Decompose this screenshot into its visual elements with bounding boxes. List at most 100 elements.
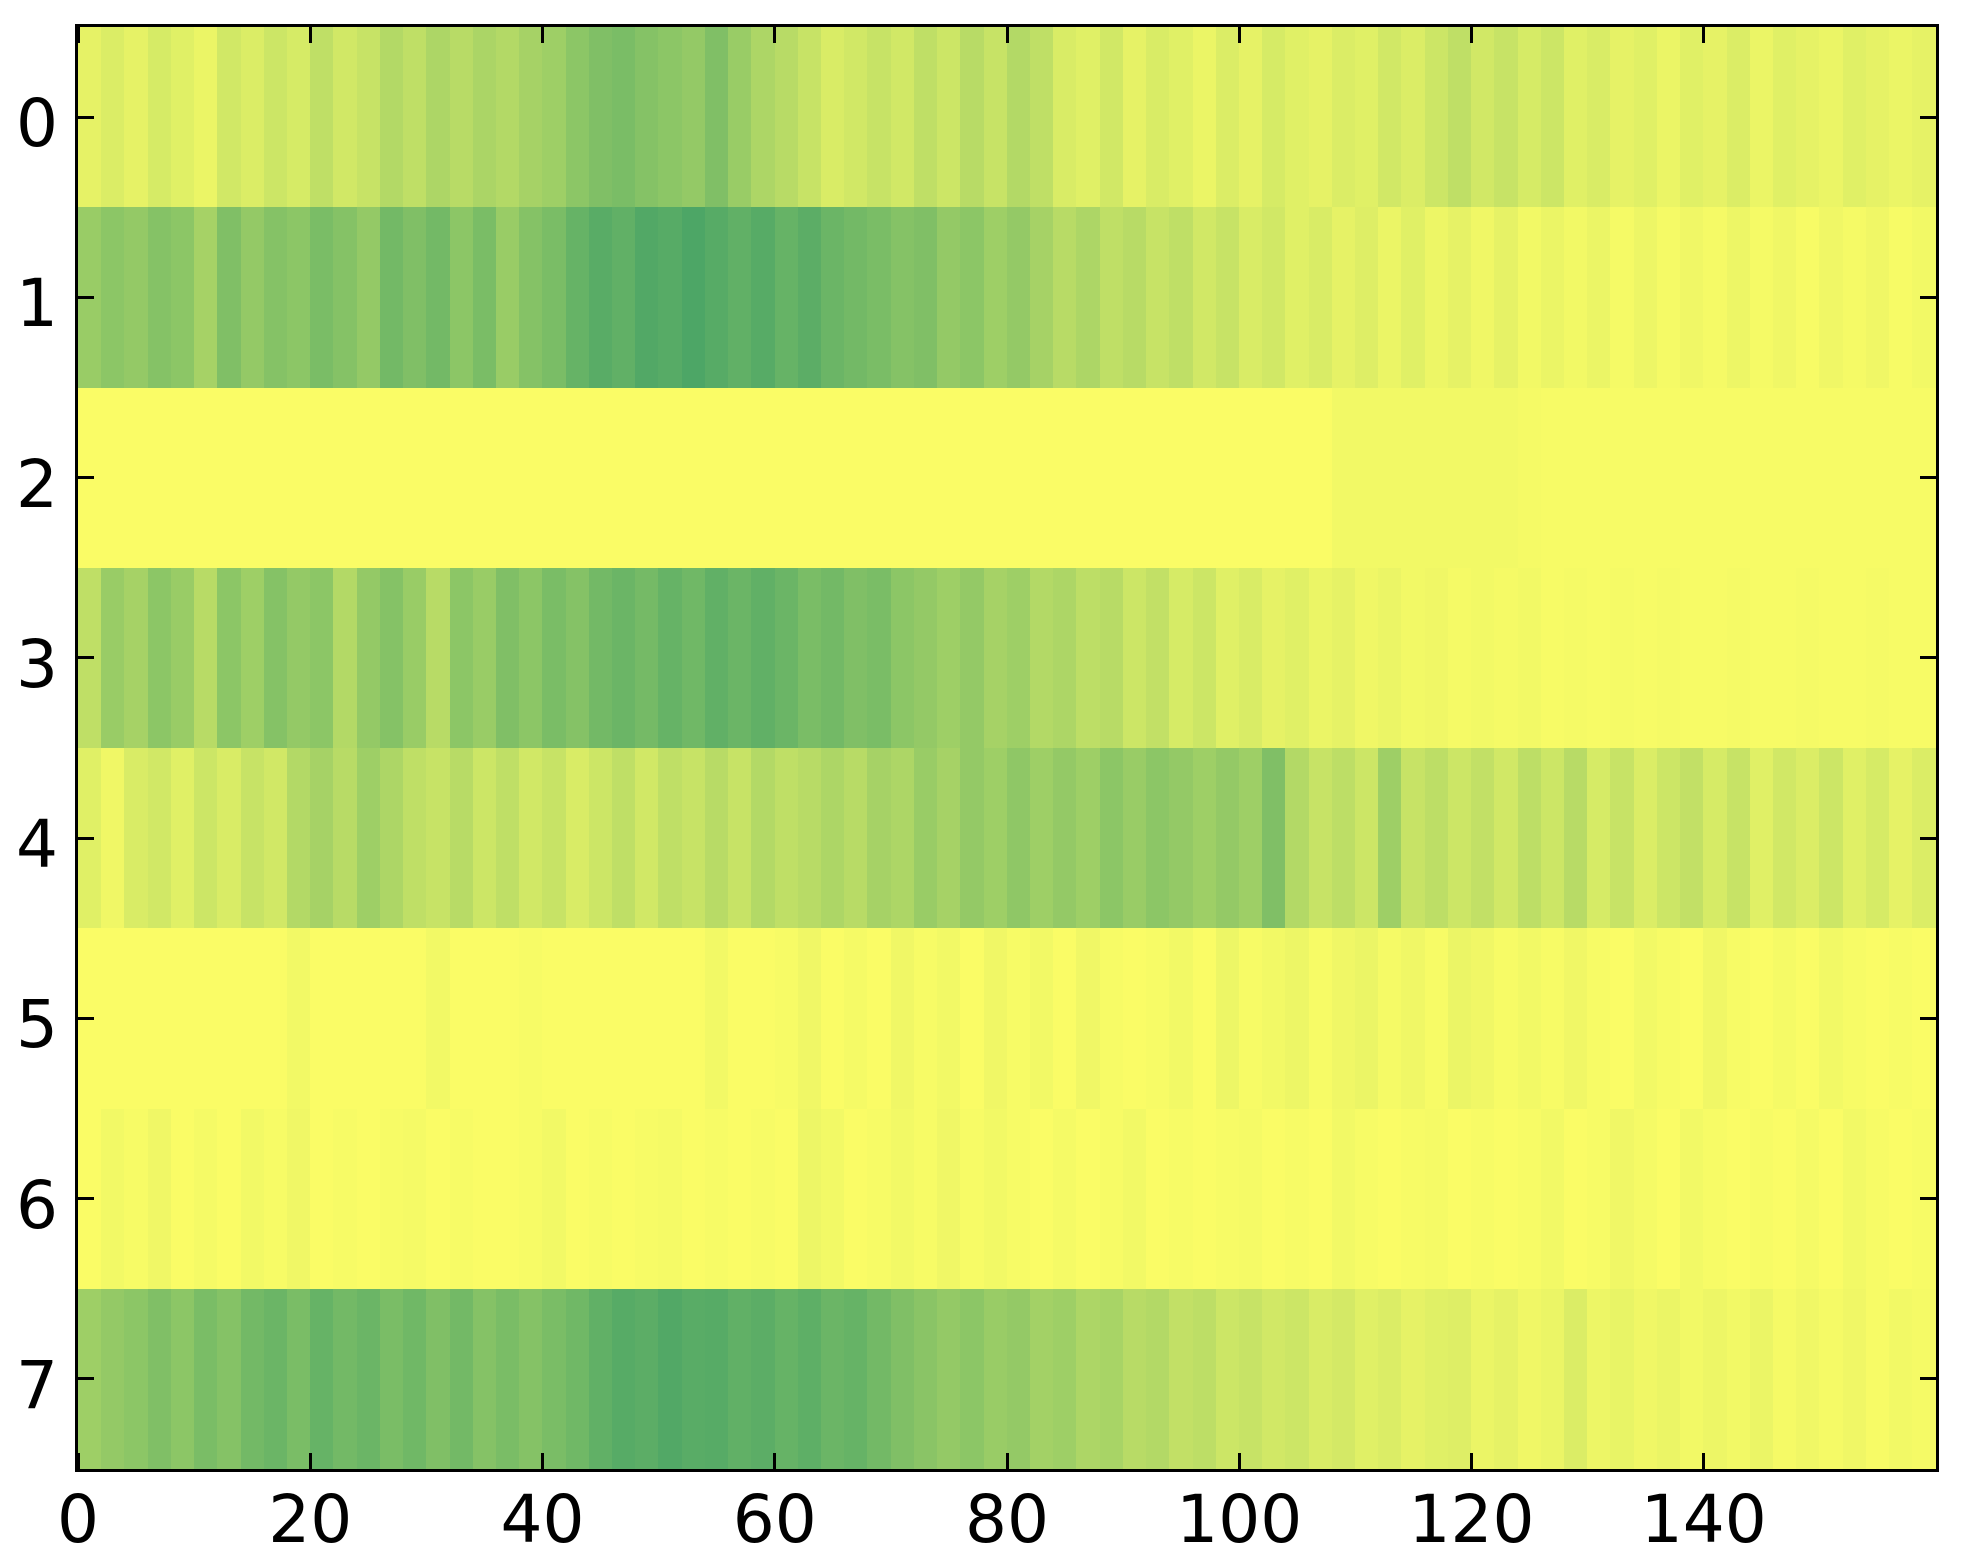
heatmap-cell: [774, 1108, 798, 1289]
heatmap-cell: [983, 748, 1007, 929]
y-axis-tick-label: 1: [16, 265, 58, 343]
heatmap-cell: [1587, 928, 1611, 1109]
heatmap-cell: [1262, 928, 1286, 1109]
heatmap-cell: [1494, 207, 1518, 388]
heatmap-cell: [1772, 387, 1797, 568]
heatmap-cell: [1865, 567, 1890, 748]
heatmap-row-7: [78, 1288, 1936, 1469]
heatmap-cell: [1378, 27, 1402, 208]
heatmap-cell: [217, 27, 241, 208]
heatmap-cell: [797, 928, 821, 1109]
heatmap-cell: [1053, 27, 1077, 208]
heatmap-cell: [1215, 27, 1239, 208]
heatmap-cell: [1796, 207, 1820, 388]
heatmap-cell: [1610, 748, 1634, 929]
heatmap-cell: [1564, 748, 1588, 929]
heatmap-cell: [194, 928, 218, 1109]
heatmap-cell: [774, 567, 798, 748]
heatmap-cell: [797, 387, 821, 568]
heatmap-cell: [588, 1108, 613, 1289]
heatmap-cell: [1471, 387, 1495, 568]
heatmap-cell: [1215, 567, 1239, 748]
heatmap-cell: [519, 928, 543, 1109]
heatmap-cell: [1587, 1288, 1611, 1469]
heatmap-cell: [1865, 27, 1890, 208]
heatmap-cell: [704, 1288, 729, 1469]
heatmap-cell: [1564, 387, 1588, 568]
heatmap-cell: [1169, 1288, 1193, 1469]
x-axis-tick: [1237, 27, 1241, 43]
heatmap-cell: [519, 207, 543, 388]
heatmap-cell: [263, 567, 287, 748]
heatmap-cell: [1494, 1288, 1518, 1469]
heatmap-cell: [1540, 27, 1564, 208]
heatmap-cell: [867, 207, 891, 388]
heatmap-cell: [821, 1288, 845, 1469]
y-axis-tick: [78, 1016, 94, 1020]
heatmap-cell: [472, 567, 496, 748]
heatmap-cell: [472, 1288, 496, 1469]
heatmap-cell: [379, 1108, 404, 1289]
heatmap-cell: [797, 27, 821, 208]
heatmap-cell: [124, 567, 148, 748]
heatmap-cell: [1494, 27, 1518, 208]
heatmap-cell: [1146, 387, 1170, 568]
heatmap-cell: [1169, 928, 1193, 1109]
heatmap-cell: [1749, 387, 1773, 568]
y-axis-tick-label: 6: [16, 1166, 58, 1244]
heatmap-cell: [1819, 567, 1843, 748]
heatmap-cell: [751, 928, 775, 1109]
heatmap-cell: [310, 748, 334, 929]
heatmap-cell: [797, 1108, 821, 1289]
y-axis-tick-label: 3: [16, 625, 58, 703]
heatmap-cell: [1865, 387, 1890, 568]
heatmap-cell: [170, 387, 195, 568]
heatmap-cell: [821, 1108, 845, 1289]
heatmap-cell: [1796, 387, 1820, 568]
heatmap-cell: [1192, 1108, 1216, 1289]
heatmap-cell: [1703, 27, 1727, 208]
heatmap-cell: [1192, 748, 1216, 929]
heatmap-cell: [542, 748, 566, 929]
x-axis-tick-label: 100: [1176, 1481, 1303, 1558]
heatmap-cell: [588, 928, 613, 1109]
heatmap-cell: [1889, 928, 1913, 1109]
heatmap-cell: [1424, 567, 1448, 748]
heatmap-cell: [263, 1108, 287, 1289]
heatmap-cell: [588, 748, 613, 929]
heatmap-cell: [1146, 1288, 1170, 1469]
x-axis-tick: [308, 27, 312, 43]
y-axis-tick: [1920, 1016, 1936, 1020]
heatmap-cell: [728, 27, 752, 208]
heatmap-cell: [1262, 1108, 1286, 1289]
heatmap-cell: [1331, 207, 1356, 388]
heatmap-cell: [1471, 748, 1495, 929]
heatmap-cell: [495, 387, 520, 568]
heatmap-cell: [588, 207, 613, 388]
heatmap-cell: [960, 27, 984, 208]
heatmap-cell: [1633, 567, 1657, 748]
heatmap-cell: [960, 387, 984, 568]
heatmap-cell: [937, 1108, 961, 1289]
heatmap-cell: [1865, 1108, 1890, 1289]
heatmap-cell: [1796, 928, 1820, 1109]
heatmap-row-1: [78, 207, 1936, 388]
heatmap-cell: [1494, 928, 1518, 1109]
heatmap-cell: [1099, 567, 1123, 748]
heatmap-cell: [751, 748, 775, 929]
heatmap-cell: [588, 1288, 613, 1469]
heatmap-cell: [612, 387, 636, 568]
x-axis-tick-label: 0: [57, 1481, 99, 1558]
heatmap-cell: [1703, 387, 1727, 568]
heatmap-cell: [1285, 1288, 1309, 1469]
heatmap-cell: [1308, 928, 1332, 1109]
y-axis-tick-label: 5: [16, 986, 58, 1064]
heatmap-cell: [937, 207, 961, 388]
heatmap-cell: [1378, 1288, 1402, 1469]
heatmap-cell: [1633, 207, 1657, 388]
heatmap-cell: [1726, 928, 1750, 1109]
heatmap-cell: [542, 928, 566, 1109]
heatmap-cell: [565, 748, 589, 929]
y-axis-tick: [78, 1197, 94, 1201]
